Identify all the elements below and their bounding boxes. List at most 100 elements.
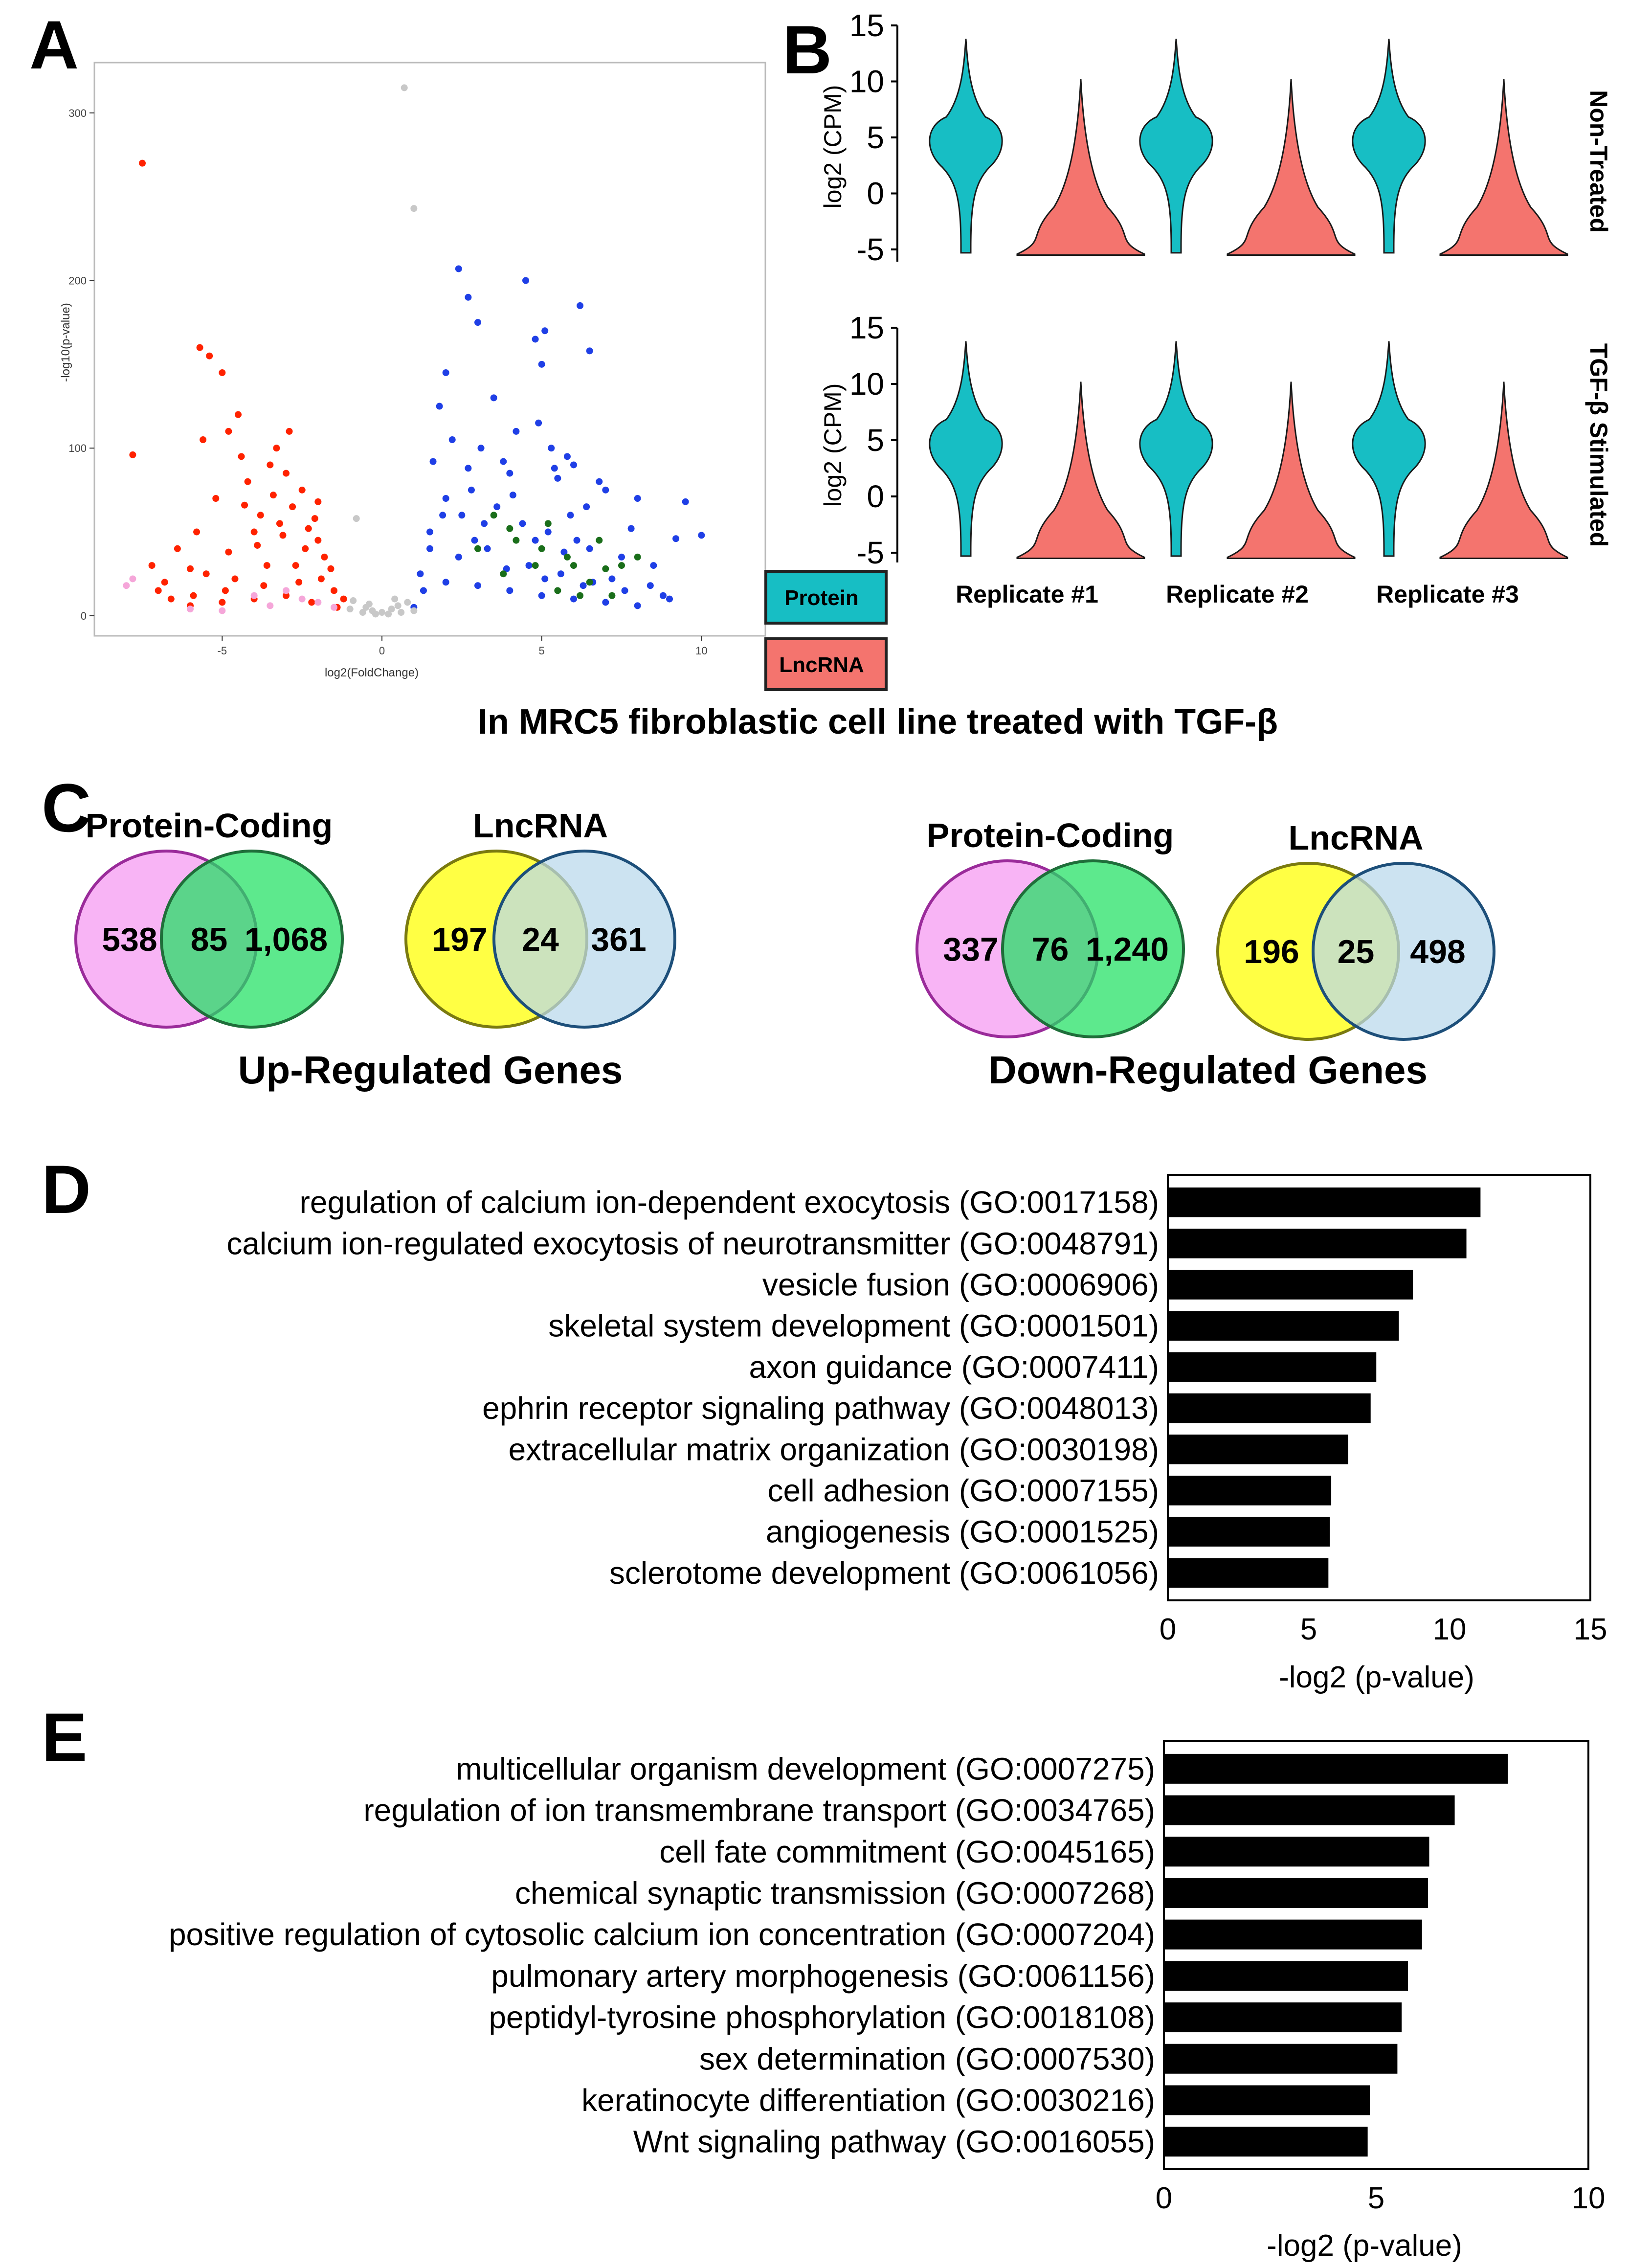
venn-diagrams: Protein-Coding 538 85 1,068 LncRNA 197 24 361 Pr… — [74, 807, 1495, 1041]
volcano-point-s4-14 — [398, 609, 405, 616]
violin-lncrna-r1-rep2 — [1227, 382, 1356, 559]
volcano-point-s2-42 — [305, 525, 312, 532]
bar-panel-e-8 — [1164, 2085, 1370, 2115]
volcano-point-s0-5 — [538, 360, 545, 368]
volcano-point-s1-16 — [570, 562, 577, 569]
venn-value-3-1: 25 — [1338, 933, 1375, 970]
venn-value-0-2: 1,068 — [245, 921, 328, 958]
row-label-tgf-stimulated: TGF-β Stimulated — [1585, 343, 1612, 547]
bar-panel-e-4 — [1164, 1919, 1422, 1950]
bar-panel-d-2 — [1168, 1270, 1413, 1300]
volcano-point-s0-68 — [535, 419, 542, 427]
volcano-point-s2-16 — [302, 545, 309, 552]
volcano-point-s2-47 — [292, 562, 299, 569]
volcano-point-s3-0 — [123, 582, 130, 589]
bar-x-tick-panel-e-2: 10 — [1572, 2181, 1606, 2215]
volcano-point-s2-39 — [327, 565, 335, 572]
bar-chart-d-x-axis-label: -log2 (p-value) — [1279, 1661, 1474, 1694]
x-label-replicate-2: Replicate #2 — [1166, 581, 1309, 608]
legend-protein-swatch — [764, 570, 888, 625]
bar-chart-e-x-axis-label: -log2 (p-value) — [1267, 2229, 1462, 2263]
bar-panel-e-1 — [1164, 1795, 1455, 1825]
volcano-point-s0-64 — [567, 512, 574, 519]
bar-label-panel-d-0: regulation of calcium ion-dependent exoc… — [300, 1185, 1159, 1220]
go-bar-chart-d: regulation of calcium ion-dependent exoc… — [226, 1174, 1607, 1646]
volcano-point-s2-52 — [314, 498, 322, 505]
volcano-point-s2-37 — [254, 541, 261, 549]
volcano-point-s2-7 — [283, 470, 290, 477]
volcano-point-s2-22 — [202, 570, 210, 578]
volcano-point-s0-48 — [442, 494, 449, 502]
volcano-point-s0-23 — [682, 498, 689, 505]
volcano-point-s3-1 — [129, 575, 136, 583]
volcano-y-axis-label: -log10(p-value) — [59, 303, 72, 382]
volcano-point-s1-9 — [554, 587, 561, 594]
volcano-point-s0-2 — [474, 319, 481, 326]
volcano-point-s0-46 — [544, 528, 552, 536]
volcano-point-s4-11 — [372, 610, 379, 618]
volcano-point-s0-3 — [522, 277, 529, 284]
volcano-point-s1-4 — [586, 579, 593, 586]
volcano-point-s4-10 — [385, 610, 392, 618]
bar-frame-panel-d — [1167, 1174, 1591, 1601]
violin-protein-r1-rep1 — [929, 341, 1003, 557]
volcano-point-s0-29 — [532, 537, 539, 544]
volcano-point-s0-16 — [448, 436, 456, 444]
volcano-point-s2-32 — [129, 451, 136, 458]
venn-value-0-0: 538 — [102, 921, 157, 958]
violin-bottom-y-axis-label: log2 (CPM) — [819, 383, 847, 507]
legend-lncrna: LncRNA — [764, 637, 888, 691]
legend-lncrna-swatch — [764, 637, 888, 691]
volcano-point-s0-11 — [548, 445, 555, 452]
volcano-x-tick-label-2: 5 — [539, 645, 545, 657]
venn-circle-right-0 — [160, 850, 344, 1029]
volcano-point-s0-73 — [509, 492, 516, 499]
volcano-point-s0-42 — [426, 545, 433, 552]
bar-label-panel-d-8: angiogenesis (GO:0001525) — [766, 1514, 1159, 1549]
volcano-point-s3-7 — [267, 602, 274, 609]
volcano-point-s1-1 — [513, 537, 520, 544]
volcano-point-s0-33 — [417, 570, 424, 578]
volcano-point-s0-34 — [442, 579, 449, 586]
volcano-point-s4-17 — [365, 600, 373, 607]
bar-panel-d-1 — [1168, 1228, 1467, 1258]
volcano-point-s2-23 — [231, 575, 239, 583]
violin-top-y-axis-label: log2 (CPM) — [819, 85, 847, 209]
volcano-point-s0-25 — [672, 535, 680, 542]
bar-label-panel-e-3: chemical synaptic transmission (GO:00072… — [515, 1875, 1155, 1910]
volcano-plot-frame — [93, 62, 766, 637]
venn-title-0: Protein-Coding — [86, 807, 333, 845]
volcano-point-s0-30 — [586, 545, 593, 552]
volcano-point-s2-44 — [174, 545, 181, 552]
volcano-point-s1-15 — [544, 520, 552, 527]
venn-title-1: LncRNA — [473, 807, 608, 845]
volcano-point-s4-15 — [359, 609, 366, 616]
volcano-point-s4-1 — [410, 205, 418, 212]
volcano-point-s2-26 — [340, 595, 347, 603]
volcano-points — [123, 84, 705, 618]
volcano-point-s2-15 — [314, 537, 322, 544]
volcano-point-s2-12 — [289, 503, 296, 511]
volcano-point-s2-40 — [225, 548, 232, 556]
volcano-point-s0-39 — [602, 599, 609, 606]
volcano-point-s0-55 — [666, 595, 673, 603]
venn-value-1-1: 24 — [522, 921, 559, 958]
violin-y-tick-label-r0-1: 0 — [867, 176, 884, 211]
volcano-point-s2-46 — [317, 575, 325, 583]
venn-value-2-0: 337 — [943, 931, 998, 968]
volcano-point-s0-7 — [577, 302, 584, 309]
x-label-replicate-3: Replicate #3 — [1376, 581, 1519, 608]
volcano-point-s2-9 — [212, 494, 220, 502]
bar-x-tick-panel-d-2: 10 — [1433, 1613, 1467, 1646]
violin-y-tick-label-r0-2: 5 — [867, 120, 884, 155]
volcano-point-s3-6 — [331, 604, 337, 611]
volcano-point-s2-27 — [308, 599, 315, 606]
venn-value-0-1: 85 — [191, 921, 228, 958]
violin-y-tick-label-r1-3: 10 — [849, 366, 884, 402]
venn-value-1-2: 361 — [591, 921, 646, 958]
volcano-point-s0-26 — [458, 512, 466, 519]
volcano-point-s0-49 — [484, 545, 491, 552]
violin-lncrna-r1-rep3 — [1439, 382, 1568, 559]
volcano-point-s0-57 — [455, 553, 462, 561]
volcano-point-s0-10 — [513, 427, 520, 435]
